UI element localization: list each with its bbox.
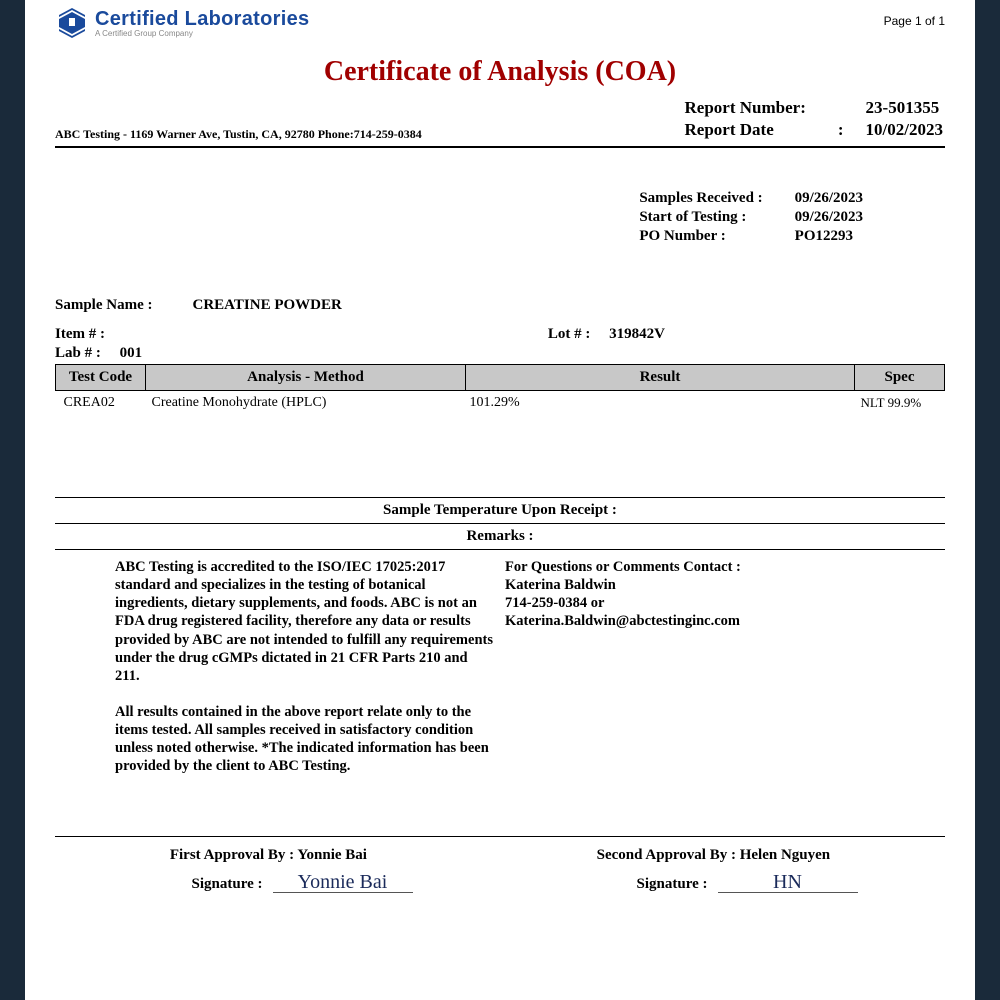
- remarks-right: For Questions or Comments Contact : Kate…: [505, 558, 885, 776]
- sample-name: CREATINE POWDER: [193, 297, 342, 314]
- sample-block: Sample Name : CREATINE POWDER: [55, 297, 945, 314]
- second-approval-label: Second Approval By :: [597, 847, 736, 863]
- remarks-label: Remarks :: [55, 526, 945, 547]
- po-number: PO12293: [795, 228, 863, 245]
- remarks-section: ABC Testing is accredited to the ISO/IEC…: [55, 552, 945, 776]
- brand-tagline: A Certified Group Company: [95, 29, 309, 38]
- second-approval-name: Helen Nguyen: [740, 847, 830, 863]
- po-label: PO Number :: [639, 228, 792, 245]
- remarks-para2: All results contained in the above repor…: [115, 703, 495, 776]
- cell-code: CREA02: [56, 391, 146, 416]
- th-spec: Spec: [855, 365, 945, 391]
- start-testing: 09/26/2023: [795, 209, 863, 226]
- divider: [55, 836, 945, 837]
- table-row: CREA02 Creatine Monohydrate (HPLC) 101.2…: [56, 391, 945, 416]
- report-number: 23-501355: [866, 98, 943, 118]
- results-table: Test Code Analysis - Method Result Spec …: [55, 364, 945, 415]
- signature-1: Yonnie Bai: [273, 872, 413, 893]
- sig2-label: Signature :: [588, 876, 708, 893]
- cell-spec: NLT 99.9%: [855, 391, 945, 416]
- item-label: Item # :: [55, 326, 105, 342]
- subheader: ABC Testing - 1169 Warner Ave, Tustin, C…: [55, 96, 945, 142]
- signature-2: HN: [718, 872, 858, 893]
- cell-result: 101.29%: [466, 391, 855, 416]
- report-date-label: Report Date: [685, 120, 836, 140]
- remarks-left: ABC Testing is accredited to the ISO/IEC…: [115, 558, 495, 776]
- lot-value: 319842V: [609, 326, 665, 342]
- contact-email: Katerina.Baldwin@abctestinginc.com: [505, 612, 885, 630]
- lot-label: Lot # :: [548, 326, 591, 342]
- divider: [55, 497, 945, 498]
- first-approval-label: First Approval By :: [170, 847, 294, 863]
- remarks-para1: ABC Testing is accredited to the ISO/IEC…: [115, 558, 495, 685]
- th-code: Test Code: [56, 365, 146, 391]
- header: Certified Laboratories A Certified Group…: [55, 8, 945, 38]
- temp-label: Sample Temperature Upon Receipt :: [55, 500, 945, 521]
- lab-label: Lab # :: [55, 345, 101, 361]
- contact-phone: 714-259-0384 or: [505, 594, 885, 612]
- client-line: ABC Testing - 1169 Warner Ave, Tustin, C…: [55, 127, 422, 142]
- contact-heading: For Questions or Comments Contact :: [505, 558, 885, 576]
- report-date: 10/02/2023: [866, 120, 943, 140]
- th-method: Analysis - Method: [146, 365, 466, 391]
- report-number-label: Report Number:: [685, 98, 836, 118]
- th-result: Result: [466, 365, 855, 391]
- contact-name: Katerina Baldwin: [505, 576, 885, 594]
- sig1-label: Signature :: [143, 876, 263, 893]
- signature-row: Signature : Yonnie Bai Signature : HN: [55, 872, 945, 893]
- start-testing-label: Start of Testing :: [639, 209, 792, 226]
- page-number: Page 1 of 1: [884, 14, 945, 28]
- divider: [55, 549, 945, 550]
- cell-method: Creatine Monohydrate (HPLC): [146, 391, 466, 416]
- report-meta: Report Number: 23-501355 Report Date : 1…: [683, 96, 945, 142]
- logo-icon: [55, 8, 89, 38]
- mid-meta: Samples Received :09/26/2023 Start of Te…: [55, 188, 945, 247]
- brand-name: Certified Laboratories: [95, 8, 309, 31]
- report-date-colon: :: [838, 120, 864, 140]
- samples-received-label: Samples Received :: [639, 190, 792, 207]
- divider: [55, 523, 945, 524]
- logo-block: Certified Laboratories A Certified Group…: [55, 8, 309, 38]
- lab-value: 001: [120, 345, 143, 361]
- divider: [55, 146, 945, 148]
- item-lot-row: Item # : Lab # : 001 Lot # : 319842V: [55, 326, 945, 362]
- document-title: Certificate of Analysis (COA): [55, 56, 945, 88]
- samples-received: 09/26/2023: [795, 190, 863, 207]
- certificate-page: Certified Laboratories A Certified Group…: [25, 0, 975, 893]
- approvals-row: First Approval By : Yonnie Bai Second Ap…: [55, 847, 945, 864]
- sample-name-label: Sample Name :: [55, 297, 153, 314]
- first-approval-name: Yonnie Bai: [297, 847, 367, 863]
